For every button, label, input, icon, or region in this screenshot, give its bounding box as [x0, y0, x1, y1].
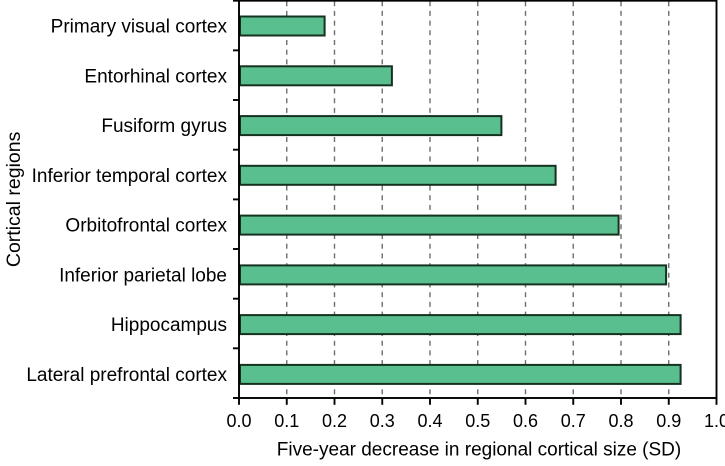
svg-text:Fusiform gyrus: Fusiform gyrus — [101, 116, 227, 137]
svg-text:1.0: 1.0 — [704, 411, 725, 431]
svg-text:0.1: 0.1 — [274, 411, 299, 431]
svg-text:0.9: 0.9 — [656, 411, 681, 431]
svg-text:Inferior temporal cortex: Inferior temporal cortex — [32, 166, 228, 187]
svg-text:0.3: 0.3 — [370, 411, 395, 431]
svg-text:0.7: 0.7 — [561, 411, 586, 431]
svg-text:Entorhinal cortex: Entorhinal cortex — [84, 66, 227, 87]
svg-text:0.5: 0.5 — [465, 411, 490, 431]
svg-text:0.0: 0.0 — [226, 411, 251, 431]
svg-text:0.2: 0.2 — [322, 411, 347, 431]
svg-text:Inferior parietal lobe: Inferior parietal lobe — [59, 266, 227, 287]
svg-text:0.4: 0.4 — [417, 411, 442, 431]
svg-text:Cortical regions: Cortical regions — [3, 131, 25, 267]
svg-text:Orbitofrontal cortex: Orbitofrontal cortex — [65, 216, 227, 237]
svg-text:Five-year decrease in regional: Five-year decrease in regional cortical … — [277, 439, 681, 460]
svg-text:0.8: 0.8 — [608, 411, 633, 431]
svg-text:0.6: 0.6 — [513, 411, 538, 431]
svg-text:Hippocampus: Hippocampus — [111, 315, 227, 336]
svg-text:Lateral prefrontal cortex: Lateral prefrontal cortex — [26, 365, 227, 386]
svg-text:Primary visual cortex: Primary visual cortex — [51, 17, 228, 38]
